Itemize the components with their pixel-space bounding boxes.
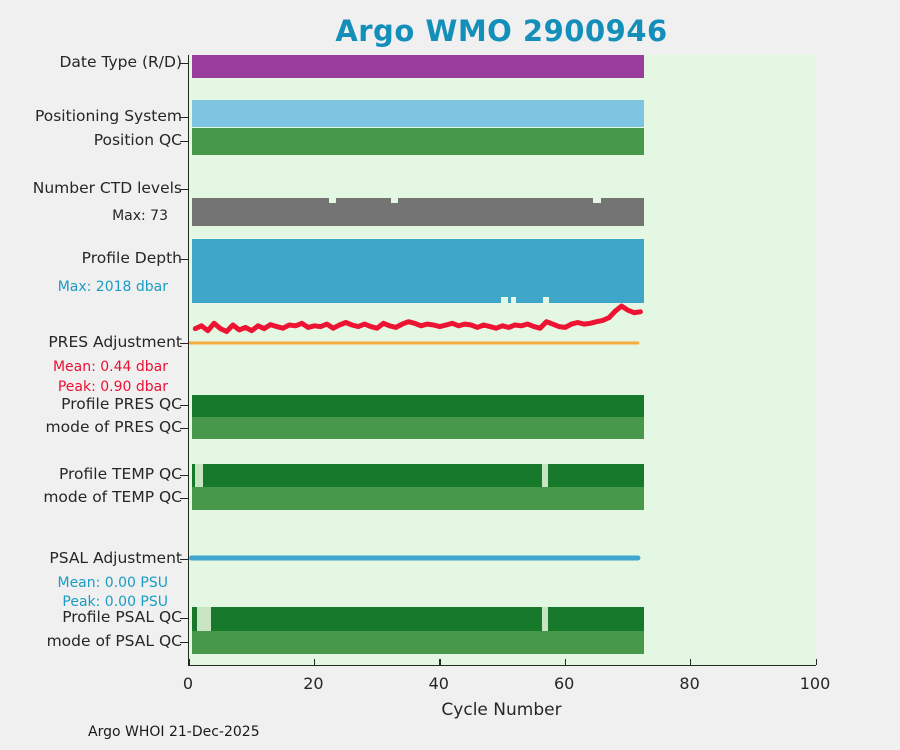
y-tick: [180, 343, 188, 345]
profile-depth-bar-notch: [501, 297, 508, 303]
row-label-date-type-r-d-: Date Type (R/D): [59, 53, 182, 71]
row-label-position-qc: Position QC: [93, 131, 182, 149]
adjustment-lines-layer: [189, 303, 643, 561]
x-tick-label: 20: [303, 674, 324, 693]
y-tick: [180, 559, 188, 561]
row-label-pres-adjustment: PRES Adjustment: [48, 333, 182, 351]
sublabel-max-73: Max: 73: [112, 208, 168, 224]
x-tick: [690, 659, 692, 665]
date-type-bar: [192, 55, 644, 78]
ctd-levels-bar-notch: [390, 198, 398, 203]
row-label-psal-adjustment: PSAL Adjustment: [49, 549, 182, 567]
row-label-profile-depth: Profile Depth: [81, 249, 182, 267]
ctd-levels-bar-notch: [328, 198, 336, 203]
profile-psal-qc-bar-pale-mark: [197, 607, 211, 631]
profile-depth-bar: [192, 239, 644, 303]
x-tick: [564, 659, 566, 665]
x-tick: [188, 659, 190, 665]
row-label-profile-temp-qc: Profile TEMP QC: [58, 465, 182, 483]
y-tick: [180, 498, 188, 500]
x-tick-label: 0: [182, 674, 194, 693]
profile-depth-bar-notch: [511, 297, 517, 303]
profile-depth-bar-notch: [542, 297, 549, 303]
sublabel-peak-0-00-psu: Peak: 0.00 PSU: [62, 594, 168, 610]
row-label-mode-of-temp-qc: mode of TEMP QC: [43, 488, 182, 506]
profile-temp-qc-bar-pale-mark: [542, 464, 549, 487]
profile-temp-qc-bar: [192, 464, 644, 487]
x-tick: [439, 659, 441, 665]
ctd-levels-bar-notch: [592, 198, 601, 203]
plot-area: [188, 55, 817, 666]
x-axis-label: Cycle Number: [441, 700, 562, 720]
y-tick: [180, 63, 188, 65]
footer-note: Argo WHOI 21-Dec-2025: [88, 724, 260, 740]
mode-temp-qc-bar: [192, 487, 644, 510]
row-label-number-ctd-levels: Number CTD levels: [32, 179, 182, 197]
y-tick: [180, 189, 188, 191]
position-qc-bar: [192, 128, 644, 155]
profile-psal-qc-bar: [192, 607, 644, 631]
y-tick: [180, 405, 188, 407]
y-tick: [180, 618, 188, 620]
y-tick: [180, 428, 188, 430]
row-label-mode-of-psal-qc: mode of PSAL QC: [46, 632, 182, 650]
y-tick: [180, 259, 188, 261]
x-tick-label: 80: [679, 674, 700, 693]
positioning-system-bar: [192, 100, 644, 127]
x-tick: [313, 659, 316, 665]
row-label-profile-psal-qc: Profile PSAL QC: [62, 608, 182, 626]
row-label-mode-of-pres-qc: mode of PRES QC: [45, 418, 182, 436]
x-tick-label: 100: [799, 674, 831, 693]
profile-pres-qc-bar: [192, 395, 644, 417]
x-tick-label: 40: [428, 674, 449, 693]
sublabel-mean-0-00-psu: Mean: 0.00 PSU: [57, 575, 168, 591]
mode-psal-qc-bar: [192, 631, 644, 654]
ctd-levels-bar: [192, 198, 644, 226]
profile-psal-qc-bar-pale-mark: [542, 607, 549, 631]
x-tick: [815, 659, 817, 665]
y-tick: [180, 642, 188, 644]
sublabel-max-2018-dbar: Max: 2018 dbar: [57, 279, 168, 295]
sublabel-peak-0-90-dbar: Peak: 0.90 dbar: [57, 379, 168, 395]
y-tick: [180, 475, 188, 477]
y-tick: [180, 141, 188, 143]
row-label-profile-pres-qc: Profile PRES QC: [61, 395, 182, 413]
sublabel-mean-0-44-dbar: Mean: 0.44 dbar: [52, 359, 168, 375]
y-tick: [180, 117, 188, 119]
x-tick-label: 60: [554, 674, 575, 693]
pres-adjustment-line: [192, 303, 643, 334]
page-title: Argo WMO 2900946: [335, 14, 668, 48]
row-label-positioning-system: Positioning System: [34, 107, 182, 125]
profile-temp-qc-bar-pale-mark: [195, 464, 203, 487]
mode-pres-qc-bar: [192, 417, 644, 439]
